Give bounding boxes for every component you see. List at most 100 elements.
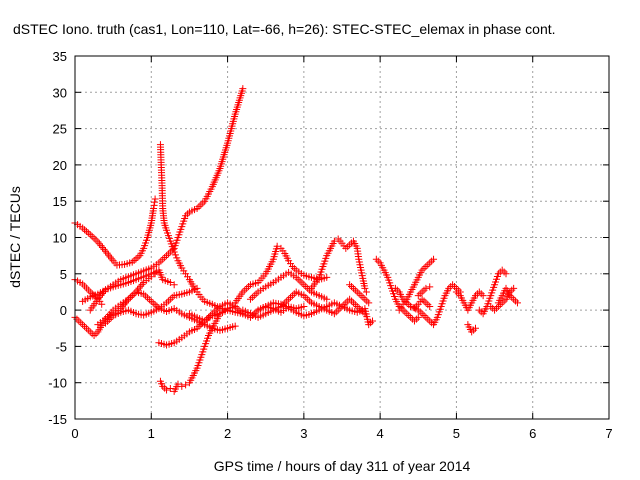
data-point [145, 296, 153, 304]
data-point [512, 297, 520, 305]
data-point [246, 295, 254, 303]
data-marks [71, 85, 521, 395]
data-point [502, 270, 510, 278]
data-point [164, 297, 172, 305]
data-point [290, 290, 298, 298]
data-point [426, 283, 434, 291]
data-point [510, 295, 518, 303]
data-point [416, 290, 424, 298]
data-point [365, 299, 373, 307]
data-point [157, 257, 165, 265]
data-point [199, 319, 207, 327]
data-point [88, 232, 96, 240]
data-point [81, 322, 89, 330]
y-tick-label: 35 [53, 49, 67, 64]
data-point [173, 254, 181, 262]
data-point [92, 330, 100, 338]
data-point [294, 275, 302, 283]
data-point [420, 297, 428, 305]
data-point [296, 277, 304, 285]
data-point [334, 306, 342, 314]
data-point [132, 255, 140, 263]
data-point [426, 302, 434, 310]
data-point [252, 308, 260, 316]
data-point [105, 251, 113, 259]
data-point [430, 255, 438, 263]
data-point [346, 295, 354, 303]
data-point [414, 313, 422, 321]
data-point [164, 250, 172, 258]
data-point [401, 308, 409, 316]
data-point [306, 297, 314, 305]
x-tick-label: 0 [71, 426, 78, 441]
data-point [81, 226, 89, 234]
data-point [97, 242, 105, 250]
data-point [103, 249, 111, 257]
data-point [424, 315, 432, 323]
axis-ticks: 0 1 2 3 4 5 6 7 -15 -10 -5 0 5 10 15 20 25 30 35 [48, 49, 612, 441]
data-point [491, 306, 499, 314]
data-point [248, 312, 256, 320]
data-point [416, 308, 424, 316]
data-point [288, 292, 296, 300]
data-point [452, 288, 460, 296]
x-tick-label: 7 [605, 426, 612, 441]
data-point [134, 253, 142, 261]
data-point [149, 299, 157, 307]
data-point [174, 380, 182, 388]
data-point [237, 308, 245, 316]
data-point [86, 328, 94, 336]
y-tick-label: 30 [53, 85, 67, 100]
data-point [90, 234, 98, 242]
data-point [362, 288, 370, 296]
data-point [302, 283, 310, 291]
data-point [231, 322, 239, 330]
data-point [77, 319, 85, 327]
data-point [102, 247, 110, 255]
data-point [498, 266, 506, 274]
x-tick-label: 2 [224, 426, 231, 441]
data-point [290, 264, 298, 272]
y-axis-label: dSTEC / TECUs [7, 186, 23, 288]
data-point [323, 273, 331, 281]
data-point [332, 308, 340, 316]
data-point [348, 297, 356, 305]
data-point [336, 304, 344, 312]
x-tick-label: 1 [148, 426, 155, 441]
data-point [424, 261, 432, 269]
data-point [348, 283, 356, 291]
y-tick-label: -15 [48, 412, 67, 427]
data-point [166, 279, 174, 287]
data-point [361, 295, 369, 303]
data-point [369, 317, 377, 325]
plot-frame [74, 55, 610, 420]
data-point [418, 288, 426, 296]
data-point [470, 326, 478, 334]
data-point [73, 315, 81, 323]
data-point [82, 227, 90, 235]
data-point [171, 251, 179, 259]
data-point [472, 324, 479, 332]
data-point [123, 297, 131, 305]
data-point [159, 255, 167, 263]
data-point [166, 295, 174, 303]
data-point [479, 292, 487, 300]
data-point [163, 252, 171, 260]
data-point [346, 281, 354, 289]
data-point [300, 302, 308, 310]
data-point [137, 282, 145, 290]
data-point [361, 284, 369, 292]
data-point [273, 242, 281, 250]
data-point [239, 85, 247, 93]
data-point [508, 293, 516, 301]
data-point [477, 290, 485, 298]
data-point [197, 201, 205, 209]
data-point [252, 290, 260, 298]
data-point [84, 229, 92, 237]
data-point [477, 308, 485, 316]
data-point [150, 201, 158, 209]
grid [75, 56, 609, 419]
data-point [302, 293, 310, 301]
data-point [451, 283, 459, 291]
